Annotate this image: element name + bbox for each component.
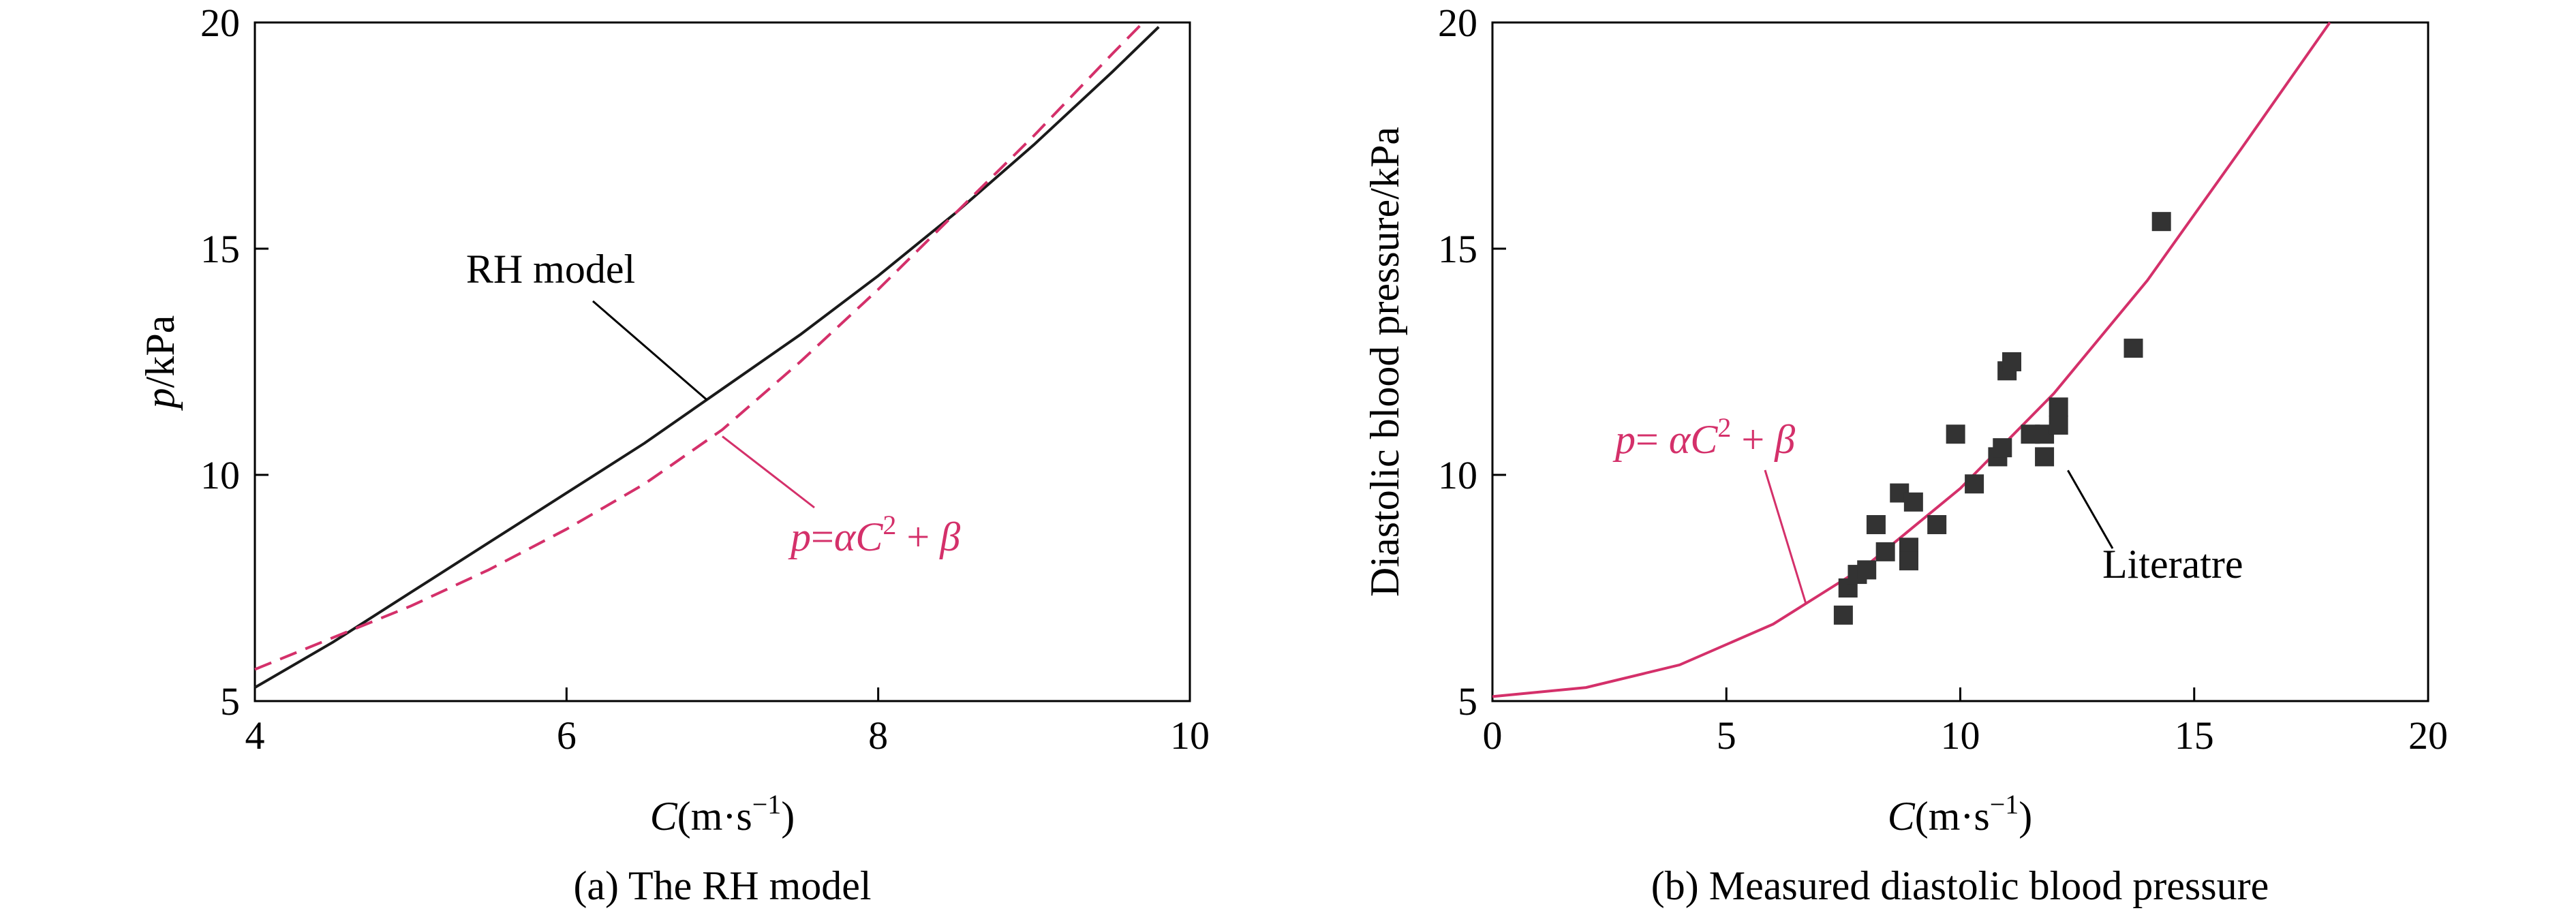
fit-equation-label: p=αC2 + β: [788, 510, 960, 559]
panel-a: 4 6 8 10 5 10 15 20 RH model p=αC2 + β C(m·s−1)…: [138, 1, 1210, 908]
panel-b-x-tick-label: 0: [1483, 713, 1503, 758]
literature-data-point: [2002, 352, 2022, 371]
literature-data-point: [1866, 515, 1886, 535]
literature-data-point: [1857, 560, 1877, 580]
panel-a-y-axis-title: p/kPa: [138, 315, 183, 412]
panel-b-y-tick-label: 5: [1458, 679, 1477, 724]
panel-b-x-axis-title: C(m·s−1): [1888, 789, 2033, 839]
fit-equation-leader-line-b: [1764, 469, 1807, 604]
panel-a-y-tick-label: 10: [200, 453, 240, 497]
panel-a-annotations: RH model p=αC2 + β: [466, 247, 960, 559]
literature-data-point: [2151, 212, 2171, 232]
literature-data-point: [1875, 542, 1895, 561]
fit-curve-dashed: [254, 21, 1144, 671]
panel-b-x-tick-label: 20: [2408, 713, 2448, 758]
rh-model-leader-line: [592, 300, 708, 401]
literature-leader-line: [2067, 469, 2114, 549]
panel-a-ticks: 4 6 8 10 5 10 15 20: [200, 1, 1210, 758]
fit-equation-label-b: p= αC2 + β: [1612, 412, 1795, 462]
literature-data-point: [1903, 492, 1923, 512]
panel-a-x-tick-label: 8: [868, 713, 888, 758]
panel-a-x-tick-label: 10: [1170, 713, 1210, 758]
panel-a-y-tick-label: 5: [220, 679, 240, 724]
literature-data-point: [1946, 424, 1965, 444]
panel-b-series: [1492, 21, 2331, 698]
panel-b-annotations: p= αC2 + β Literatre: [1612, 412, 2243, 604]
panel-a-x-tick-label: 4: [245, 713, 265, 758]
panel-b-x-tick-label: 5: [1717, 713, 1736, 758]
literature-data-point: [2035, 447, 2055, 467]
literature-data-point: [1833, 605, 1853, 625]
panel-a-frame: [254, 21, 1191, 702]
literature-data-point: [2049, 397, 2068, 417]
literature-data-point: [1965, 474, 1984, 494]
literature-data-point: [2123, 339, 2143, 358]
panel-b-y-tick-label: 10: [1438, 453, 1477, 497]
panel-a-caption: (a) The RH model: [573, 863, 871, 908]
fit-curve-b: [1492, 21, 2331, 698]
panel-a-y-tick-label: 15: [200, 227, 240, 271]
panel-b-y-axis-title: Diastolic blood pressure/kPa: [1362, 127, 1407, 597]
panel-a-x-axis-title: C(m·s−1): [650, 789, 795, 839]
literature-data-point: [1899, 551, 1918, 571]
literature-data-point: [1993, 438, 2012, 458]
panel-b-y-tick-label: 15: [1438, 227, 1477, 271]
panel-b-caption: (b) Measured diastolic blood pressure: [1651, 863, 2269, 908]
panel-b-y-tick-label: 20: [1438, 1, 1477, 45]
rh-model-label: RH model: [466, 247, 635, 292]
panel-a-series: [254, 21, 1160, 689]
literature-data-point: [2049, 415, 2068, 435]
literature-data-point: [1927, 515, 1947, 535]
panel-a-x-tick-label: 6: [557, 713, 577, 758]
panel-b-x-tick-label: 10: [1941, 713, 1980, 758]
panel-b-x-tick-label: 15: [2175, 713, 2214, 758]
rh-model-curve: [254, 26, 1160, 689]
panel-a-y-tick-label: 20: [200, 1, 240, 45]
panel-b-frame: [1491, 21, 2429, 702]
literature-label: Literatre: [2102, 542, 2243, 587]
fit-equation-leader-line: [722, 435, 815, 509]
